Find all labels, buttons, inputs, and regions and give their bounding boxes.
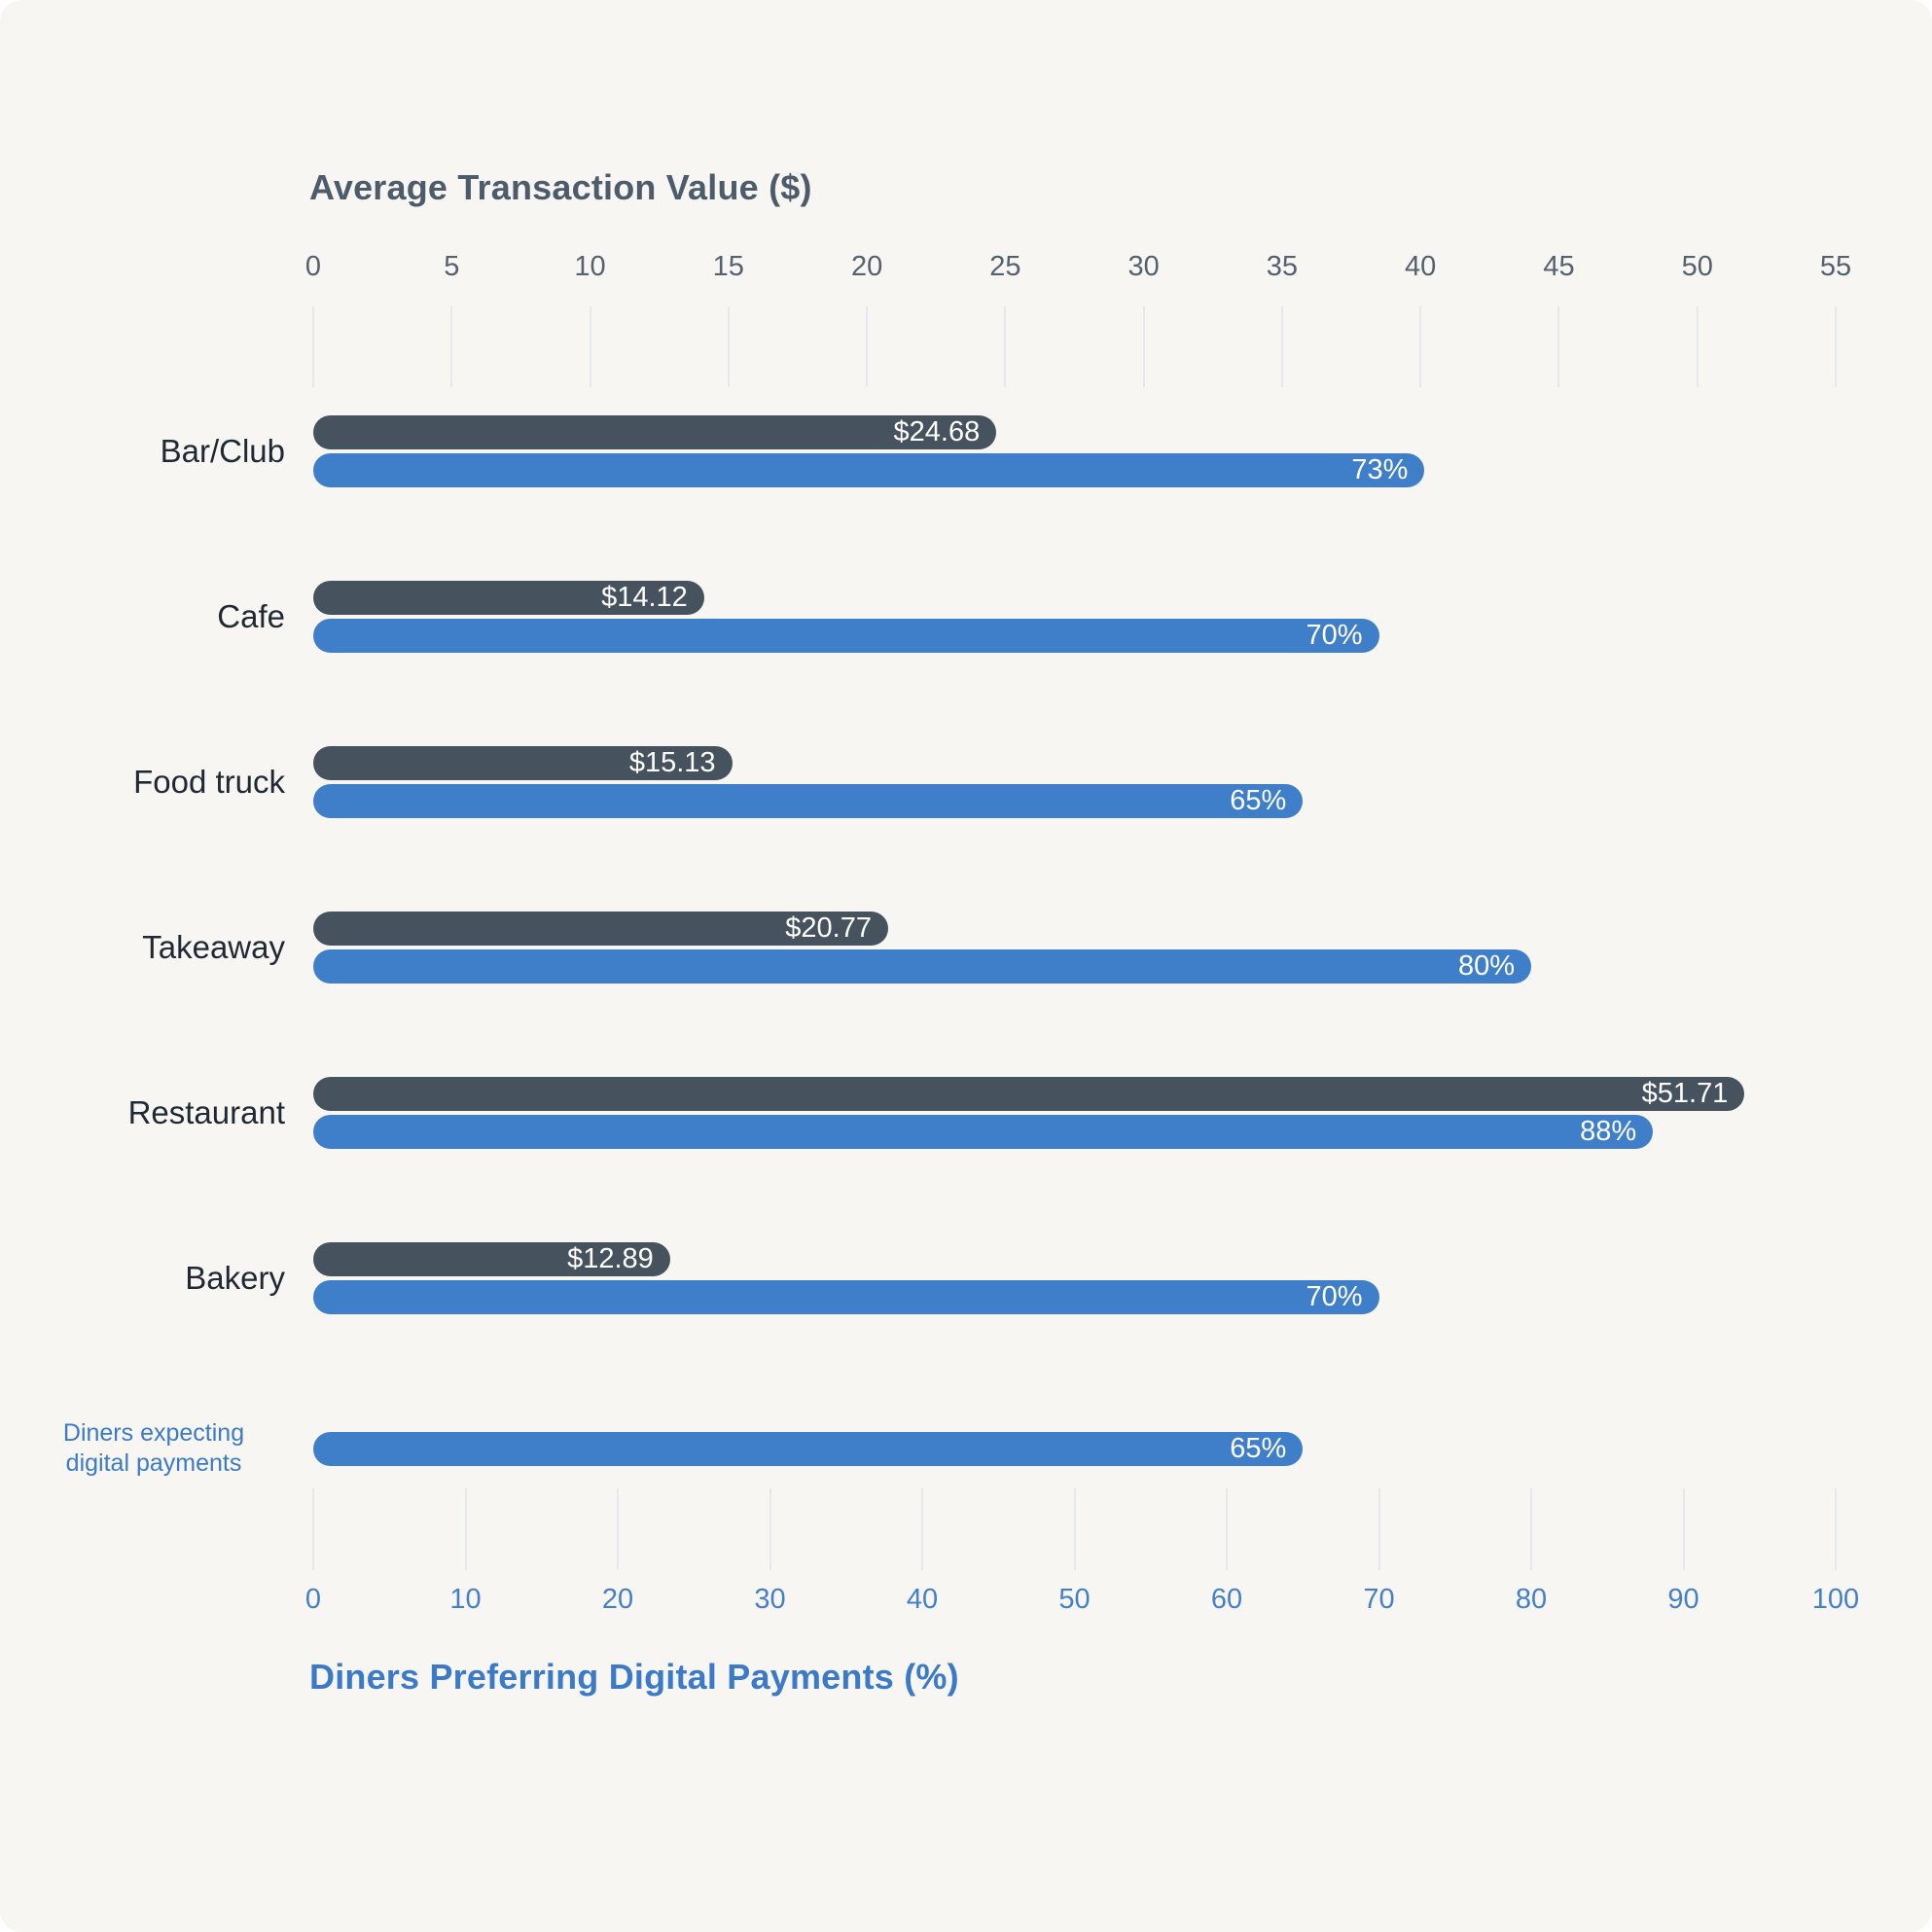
digital-payments-label: 65% — [1230, 785, 1287, 816]
top-axis-tick-label: 35 — [1266, 251, 1299, 282]
transaction-value-label: $15.13 — [628, 747, 716, 778]
transaction-value-bar: $15.13 — [313, 746, 733, 780]
transaction-value-bar: $14.12 — [313, 581, 704, 615]
top-axis-tick-label: 55 — [1819, 251, 1852, 282]
bottom-axis-tick-label: 0 — [304, 1584, 322, 1615]
bottom-axis-tick-label: 90 — [1667, 1584, 1699, 1615]
transaction-value-bar: $12.89 — [313, 1242, 670, 1276]
category-label-line: Cafe — [217, 598, 285, 634]
digital-payments-label: 65% — [1230, 1433, 1287, 1464]
category-label-line: Bakery — [185, 1260, 285, 1296]
category-label: Bar/Club — [22, 434, 285, 469]
top-axis-tick-label: 5 — [444, 251, 460, 282]
bottom-axis-tick-mark — [1073, 1488, 1076, 1570]
top-axis-tick-mark — [1696, 306, 1699, 387]
digital-payments-bar: 80% — [313, 949, 1531, 984]
bottom-axis-tick-label: 10 — [449, 1584, 482, 1615]
bottom-axis-tick-mark — [1835, 1488, 1837, 1570]
bottom-axis-tick-mark — [769, 1488, 771, 1570]
bottom-axis-tick-mark — [1226, 1488, 1228, 1570]
top-axis-tick-mark — [727, 306, 730, 387]
bottom-axis-tick-label: 30 — [754, 1584, 786, 1615]
top-axis-tick-mark — [1004, 306, 1007, 387]
category-label: Takeaway — [22, 930, 285, 965]
top-axis-tick-mark — [589, 306, 591, 387]
category-label-line: digital payments — [65, 1449, 242, 1477]
top-axis-tick-mark — [1835, 306, 1837, 387]
transaction-value-label: $20.77 — [785, 912, 872, 944]
category-label: Bakery — [22, 1261, 285, 1296]
bottom-axis-tick-label: 70 — [1363, 1584, 1395, 1615]
top-axis-tick-mark — [1419, 306, 1422, 387]
top-axis-tick-mark — [1557, 306, 1560, 387]
top-axis-tick-mark — [1142, 306, 1145, 387]
digital-payments-label: 70% — [1306, 620, 1363, 651]
digital-payments-label: 73% — [1351, 454, 1409, 485]
bottom-axis-tick-mark — [1530, 1488, 1532, 1570]
bottom-axis-tick-label: 100 — [1811, 1584, 1860, 1615]
category-label-line: Food truck — [133, 764, 285, 800]
digital-payments-bar: 70% — [313, 619, 1379, 653]
top-axis-tick-label: 25 — [989, 251, 1021, 282]
top-axis-tick-label: 45 — [1543, 251, 1575, 282]
top-axis-tick-mark — [450, 306, 453, 387]
bottom-axis-tick-label: 80 — [1515, 1584, 1548, 1615]
top-axis-tick-label: 10 — [574, 251, 606, 282]
bottom-axis-tick-mark — [921, 1488, 923, 1570]
top-axis-tick-label: 30 — [1127, 251, 1160, 282]
transaction-value-bar: $51.71 — [313, 1077, 1745, 1111]
top-axis-tick-label: 50 — [1681, 251, 1713, 282]
bottom-axis-tick-mark — [312, 1488, 314, 1570]
bottom-axis-tick-mark — [464, 1488, 467, 1570]
category-label: Diners expecting digital payments — [22, 1418, 285, 1479]
bottom-axis-tick-mark — [1377, 1488, 1380, 1570]
bottom-axis-tick-label: 60 — [1210, 1584, 1243, 1615]
transaction-value-label: $51.71 — [1641, 1078, 1729, 1109]
category-label-line: Diners expecting — [62, 1419, 245, 1447]
bottom-axis-tick-mark — [617, 1488, 619, 1570]
bottom-axis-tick-label: 40 — [906, 1584, 939, 1615]
category-label-line: Restaurant — [127, 1094, 285, 1130]
digital-payments-label: 70% — [1306, 1281, 1363, 1312]
category-label-line: Takeaway — [142, 929, 285, 965]
bottom-axis-tick-label: 50 — [1058, 1584, 1091, 1615]
bottom-axis-tick-mark — [1682, 1488, 1685, 1570]
category-label-line: Bar/Club — [160, 433, 285, 469]
top-axis-tick-label: 40 — [1405, 251, 1437, 282]
digital-payments-bar: 88% — [313, 1115, 1654, 1149]
transaction-value-bar: $24.68 — [313, 415, 997, 449]
category-label: Cafe — [22, 599, 285, 634]
top-axis-tick-label: 20 — [850, 251, 883, 282]
category-label: Food truck — [22, 765, 285, 800]
top-axis-tick-label: 15 — [712, 251, 744, 282]
digital-payments-bar: 65% — [313, 1432, 1304, 1466]
digital-payments-bar: 65% — [313, 784, 1304, 818]
bottom-axis-title: Diners Preferring Digital Payments (%) — [309, 1657, 959, 1697]
top-axis-tick-mark — [1280, 306, 1283, 387]
top-axis-title: Average Transaction Value ($) — [309, 167, 812, 207]
digital-payments-bar: 73% — [313, 453, 1425, 487]
digital-payments-label: 80% — [1457, 950, 1515, 982]
transaction-value-label: $24.68 — [893, 416, 981, 447]
transaction-value-bar: $20.77 — [313, 912, 888, 946]
transaction-value-label: $14.12 — [601, 582, 688, 613]
digital-payments-bar: 70% — [313, 1280, 1379, 1314]
category-label: Restaurant — [22, 1095, 285, 1130]
top-axis-tick-mark — [312, 306, 314, 387]
bottom-axis-tick-label: 20 — [601, 1584, 634, 1615]
top-axis-tick-label: 0 — [304, 251, 322, 282]
digital-payments-label: 88% — [1580, 1116, 1637, 1147]
transaction-value-label: $12.89 — [567, 1243, 654, 1274]
top-axis-tick-mark — [866, 306, 869, 387]
